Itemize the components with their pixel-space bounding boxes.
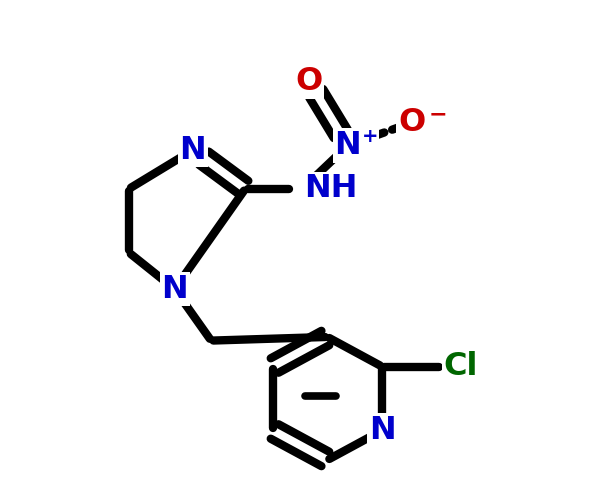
Text: +: + [362, 127, 378, 146]
Text: O: O [398, 107, 425, 138]
Text: N: N [334, 130, 361, 161]
Text: Cl: Cl [443, 351, 478, 382]
Text: O: O [295, 66, 323, 97]
Text: N: N [368, 415, 395, 446]
Text: N: N [161, 274, 188, 304]
Text: N: N [179, 134, 206, 166]
Text: −: − [429, 105, 448, 125]
Text: NH: NH [305, 173, 358, 204]
